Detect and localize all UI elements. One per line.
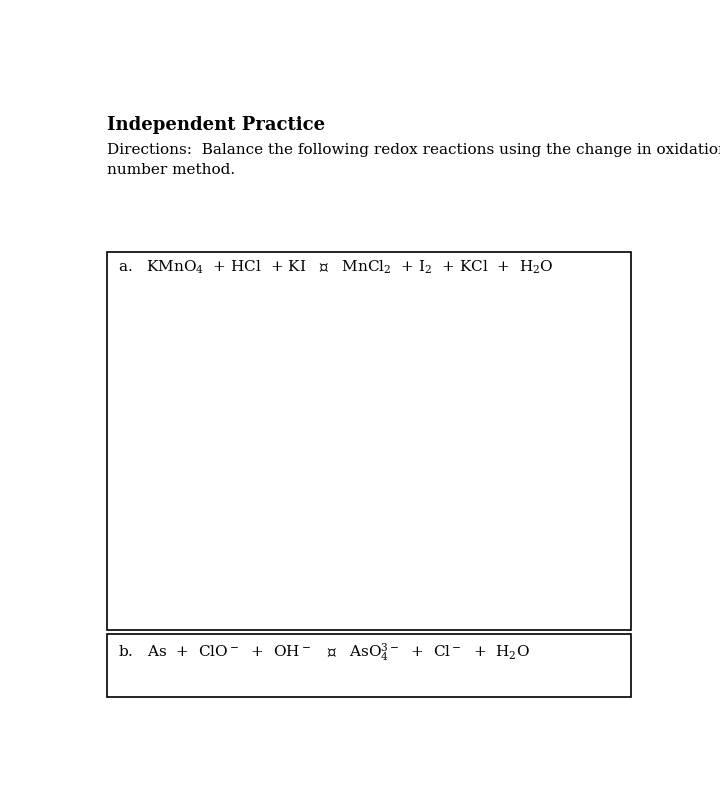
Bar bbox=[107, 634, 631, 696]
Text: b.   As  +  $\mathregular{ClO^-}$  +  $\mathregular{OH^-}$   ⦿   $\mathregular{A: b. As + $\mathregular{ClO^-}$ + $\mathre… bbox=[118, 641, 530, 663]
Text: Directions:  Balance the following redox reactions using the change in oxidation: Directions: Balance the following redox … bbox=[107, 143, 720, 178]
Bar bbox=[107, 252, 631, 630]
Text: a.   $\mathregular{KMnO_4}$  + HCl  + KI   ⦿   $\mathregular{MnCl_2}$  + $\mathr: a. $\mathregular{KMnO_4}$ + HCl + KI ⦿ $… bbox=[118, 259, 554, 277]
Text: Independent Practice: Independent Practice bbox=[107, 116, 325, 134]
